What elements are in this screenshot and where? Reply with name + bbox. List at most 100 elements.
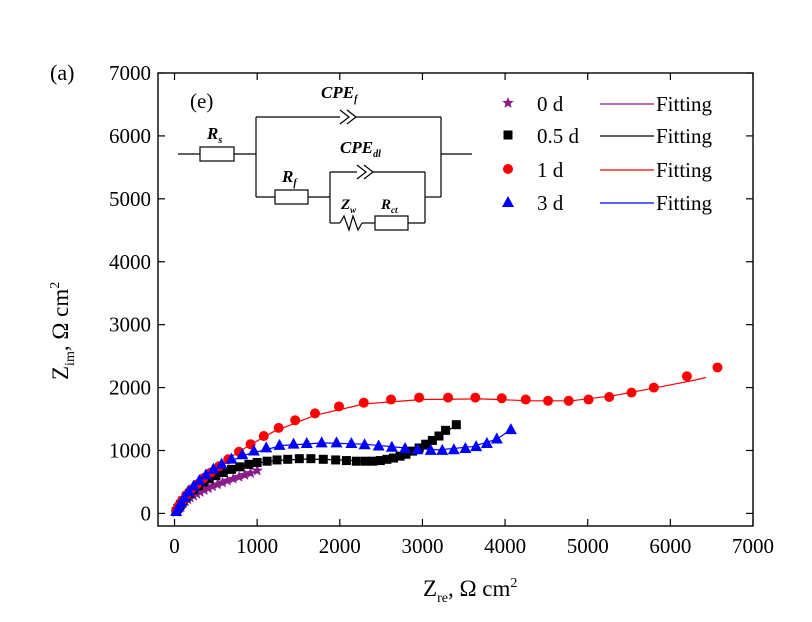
data-point-square bbox=[351, 456, 361, 466]
data-point-square bbox=[244, 459, 254, 469]
data-point-triangle bbox=[193, 474, 206, 486]
data-point-triangle bbox=[236, 448, 249, 460]
data-point-square bbox=[382, 454, 392, 464]
data-point-star bbox=[239, 469, 251, 480]
data-point-star bbox=[211, 478, 224, 490]
y-tick-label: 7000 bbox=[109, 61, 151, 85]
data-point-circle bbox=[290, 415, 301, 426]
data-point-square bbox=[434, 431, 444, 441]
rs-label: Rs bbox=[206, 124, 222, 146]
y-tick-label: 2000 bbox=[109, 376, 151, 400]
y-axis-label: Zim, Ω cm2 bbox=[48, 282, 78, 380]
x-tick-label: 3000 bbox=[401, 534, 443, 558]
data-point-triangle bbox=[504, 423, 517, 435]
data-point-triangle bbox=[199, 468, 212, 480]
legend-label: 0 d bbox=[537, 92, 564, 116]
data-point-square bbox=[427, 435, 437, 445]
legend-fit-label: Fitting bbox=[656, 92, 713, 116]
zw-label: Zw bbox=[340, 197, 357, 215]
x-axis-label: Zre, Ω cm2 bbox=[423, 576, 517, 606]
equivalent-circuit: (e) bbox=[178, 89, 472, 232]
data-point-square bbox=[401, 449, 411, 459]
data-point-square bbox=[283, 454, 293, 464]
data-point-circle bbox=[358, 397, 369, 408]
x-tick-label: 1000 bbox=[236, 534, 278, 558]
data-point-square bbox=[306, 454, 316, 464]
data-point-square bbox=[218, 468, 228, 478]
rf-resistor bbox=[274, 189, 309, 205]
data-point-circle bbox=[470, 392, 481, 403]
data-point-triangle bbox=[300, 436, 313, 448]
rct-resistor bbox=[374, 215, 409, 231]
data-point-circle bbox=[386, 394, 397, 405]
data-point-triangle bbox=[459, 441, 472, 453]
data-point-circle bbox=[604, 392, 615, 403]
x-tick-label: 7000 bbox=[732, 534, 774, 558]
y-tick-label: 5000 bbox=[109, 187, 151, 211]
data-point-triangle bbox=[436, 443, 449, 455]
data-point-square bbox=[227, 464, 237, 474]
data-points bbox=[170, 362, 723, 517]
data-point-circle bbox=[273, 422, 284, 433]
data-point-star bbox=[251, 464, 263, 476]
y-tick-label: 0 bbox=[141, 501, 152, 525]
data-point-star bbox=[221, 474, 234, 486]
legend-fit-label: Fitting bbox=[656, 158, 713, 182]
data-point-star bbox=[233, 470, 245, 482]
data-point-triangle bbox=[385, 440, 398, 452]
data-point-square bbox=[341, 456, 351, 466]
legend-marker-2 bbox=[503, 164, 513, 174]
data-point-triangle bbox=[372, 439, 385, 451]
data-point-triangle bbox=[424, 443, 437, 455]
data-point-star bbox=[202, 482, 215, 494]
legend-marker-3 bbox=[502, 196, 514, 207]
data-point-triangle bbox=[315, 436, 328, 448]
data-point-square bbox=[272, 455, 282, 465]
data-point-square bbox=[395, 451, 405, 461]
cpedl-label: CPEdl bbox=[340, 138, 381, 160]
data-point-star bbox=[198, 484, 210, 495]
data-point-triangle bbox=[345, 436, 358, 448]
data-point-square bbox=[408, 446, 418, 456]
data-point-triangle bbox=[273, 438, 286, 450]
data-point-triangle bbox=[225, 452, 238, 464]
legend-label: 1 d bbox=[537, 158, 564, 182]
data-point-square bbox=[389, 453, 399, 463]
data-point-triangle bbox=[287, 437, 300, 449]
axis-ticks: 0 1000 2000 3000 4000 5000 6000 7000 0 1000 2000 30… bbox=[109, 61, 774, 558]
legend-label: 0.5 d bbox=[537, 124, 580, 148]
data-point-circle bbox=[563, 395, 574, 406]
data-point-star bbox=[216, 476, 229, 488]
data-point-triangle bbox=[490, 432, 503, 444]
cpe-dl-symbol bbox=[356, 164, 374, 180]
data-point-triangle bbox=[247, 444, 260, 456]
rs-resistor bbox=[199, 146, 235, 162]
data-point-square bbox=[235, 462, 245, 472]
data-point-square bbox=[294, 454, 304, 464]
data-point-circle bbox=[333, 401, 344, 412]
data-point-triangle bbox=[187, 479, 200, 491]
data-point-triangle bbox=[470, 440, 483, 452]
data-point-square bbox=[368, 456, 378, 466]
data-point-circle bbox=[626, 387, 637, 398]
data-point-triangle bbox=[480, 436, 493, 448]
x-tick-label: 4000 bbox=[484, 534, 526, 558]
x-tick-label: 0 bbox=[169, 534, 180, 558]
rct-label: Rct bbox=[380, 197, 398, 215]
legend: 0 d Fitting 0.5 d Fitting 1 d Fitting 3 d Fitti… bbox=[502, 92, 713, 215]
data-point-circle bbox=[681, 371, 692, 382]
x-tick-label: 6000 bbox=[649, 534, 691, 558]
data-point-star bbox=[206, 480, 219, 492]
panel-label: (a) bbox=[50, 60, 74, 85]
data-point-square bbox=[421, 439, 431, 449]
data-point-square bbox=[441, 425, 451, 435]
rf-label: Rf bbox=[281, 167, 298, 189]
cpe-f-symbol bbox=[339, 109, 357, 125]
data-point-square bbox=[451, 420, 461, 430]
data-point-square bbox=[262, 456, 272, 466]
data-point-circle bbox=[648, 382, 659, 393]
legend-fit-label: Fitting bbox=[656, 124, 713, 148]
data-point-star bbox=[194, 486, 206, 497]
y-tick-label: 4000 bbox=[109, 250, 151, 274]
